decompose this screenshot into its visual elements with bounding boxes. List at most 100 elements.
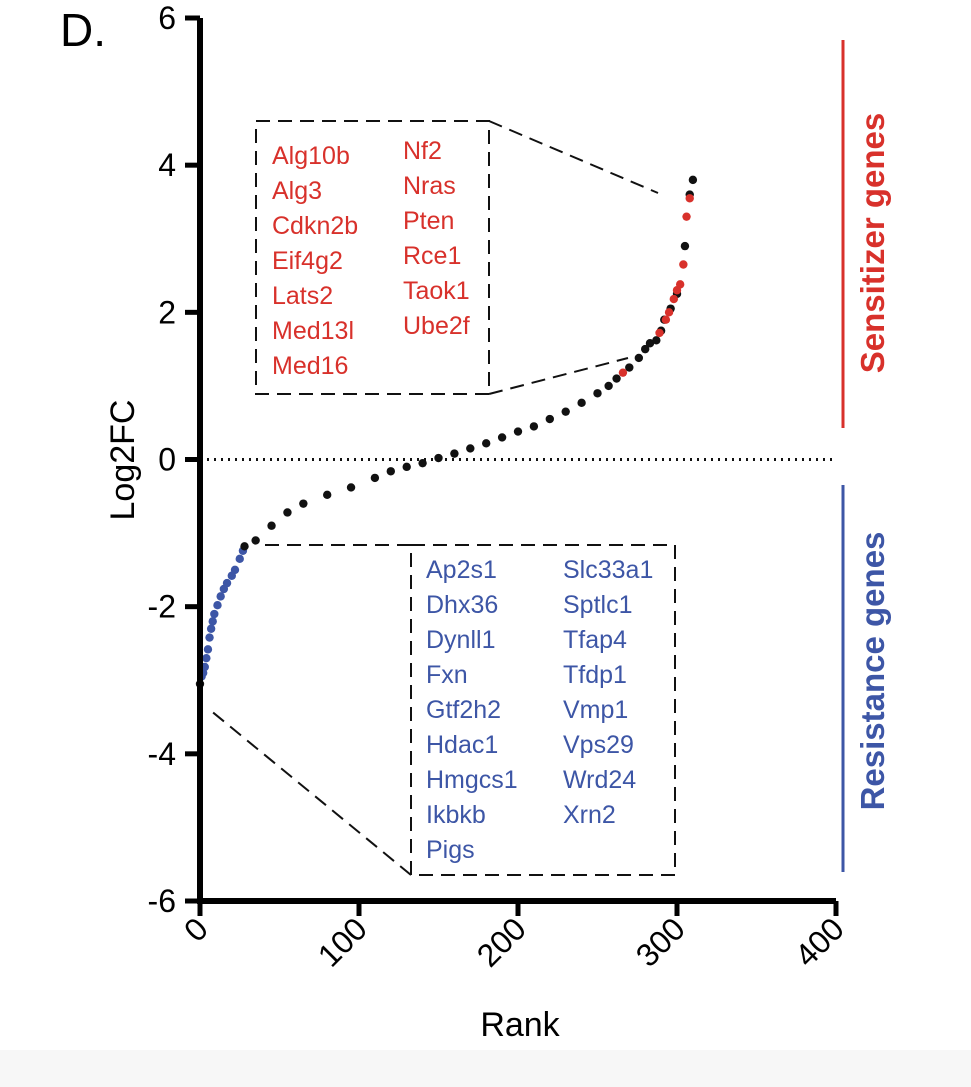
- y-tick-label: 6: [158, 0, 176, 36]
- resistance-gene-name: Xrn2: [563, 801, 616, 829]
- sensitizer-callout-line-bottom: [488, 357, 629, 395]
- data-point: [210, 609, 219, 619]
- sensitizer-gene-box: [255, 120, 490, 395]
- resistance-gene-name: Gtf2h2: [426, 696, 501, 724]
- axes: [185, 15, 845, 916]
- sensitizer-gene-name: Lats2: [272, 282, 333, 310]
- resistance-gene-name: Vmp1: [563, 696, 628, 724]
- sensitizer-gene-name: Ube2f: [403, 312, 470, 340]
- data-point: [680, 241, 690, 251]
- data-point: [655, 328, 664, 338]
- data-point: [386, 467, 395, 476]
- x-tick-label: 0: [177, 910, 215, 948]
- data-point: [213, 600, 222, 610]
- resistance-gene-name: Vps29: [563, 731, 634, 759]
- data-point: [685, 194, 694, 203]
- data-point: [513, 427, 523, 436]
- data-point: [577, 398, 586, 408]
- x-tick-label: 400: [788, 910, 851, 973]
- data-point: [206, 624, 216, 633]
- sensitizer-gene-name: Alg10b: [272, 142, 350, 170]
- resistance-gene-name: Hdac1: [426, 731, 498, 759]
- callout-lines: [209, 120, 676, 876]
- data-point: [682, 212, 691, 221]
- resistance-callout-line-bottom: [209, 709, 412, 876]
- resistance-genes-label: Resistance genes: [854, 532, 891, 811]
- data-point: [402, 462, 411, 472]
- resistance-gene-name: Pigs: [426, 836, 475, 864]
- data-point: [634, 353, 644, 363]
- data-point: [652, 336, 661, 345]
- data-point: [612, 374, 621, 383]
- sensitizer-gene-name: Taok1: [403, 277, 470, 305]
- data-point: [529, 422, 539, 431]
- data-point: [661, 315, 671, 324]
- x-tick-label: 100: [311, 910, 374, 973]
- x-axis-title: Rank: [480, 1006, 560, 1044]
- data-point: [679, 260, 688, 269]
- y-axis-title: Log2FC: [104, 400, 142, 521]
- data-point: [497, 433, 507, 442]
- data-points: [195, 175, 698, 689]
- data-point: [251, 536, 260, 545]
- data-point: [235, 554, 244, 564]
- data-point: [645, 339, 655, 348]
- sensitizer-gene-name: Nf2: [403, 137, 442, 165]
- data-point: [625, 363, 634, 372]
- resistance-gene-name: Hmgcs1: [426, 766, 518, 794]
- sensitizer-gene-name: Alg3: [272, 177, 322, 205]
- data-point: [641, 344, 650, 354]
- sensitizer-gene-name: Pten: [403, 207, 454, 235]
- data-point: [593, 389, 602, 398]
- sensitizer-gene-name: Rce1: [403, 242, 461, 270]
- sensitizer-callout-line-top: [488, 120, 659, 194]
- sensitizer-gene-name: Med16: [272, 352, 348, 380]
- data-point: [283, 508, 292, 517]
- data-point: [418, 458, 427, 468]
- resistance-gene-box: [410, 544, 676, 876]
- y-tick-label: 4: [158, 147, 176, 183]
- data-point: [323, 490, 332, 500]
- series-sensitizer-genes: [618, 194, 694, 377]
- data-point: [208, 617, 217, 626]
- panel-label: D.: [60, 4, 106, 56]
- resistance-gene-name: Slc33a1: [563, 556, 653, 584]
- data-point: [664, 308, 674, 317]
- sensitizer-gene-name: Eif4g2: [272, 247, 343, 275]
- sensitizer-gene-name: Med13l: [272, 317, 354, 345]
- data-point: [370, 473, 380, 483]
- sensitizer-genes-label: Sensitizer genes: [854, 113, 891, 373]
- sensitizer-gene-name: Nras: [403, 172, 456, 200]
- resistance-gene-name: Tfap4: [563, 626, 627, 654]
- data-point: [216, 592, 225, 601]
- resistance-gene-name: Tfdp1: [563, 661, 627, 689]
- bottom-margin: [0, 1050, 971, 1087]
- data-point: [202, 653, 211, 663]
- resistance-gene-name: Ap2s1: [426, 556, 497, 584]
- data-point: [688, 175, 698, 185]
- resistance-gene-name: Dhx36: [426, 591, 498, 619]
- resistance-gene-name: Ikbkb: [426, 801, 486, 829]
- y-tick-label: -6: [148, 883, 176, 919]
- series-resistance-genes: [197, 546, 248, 681]
- resistance-gene-name: Fxn: [426, 661, 468, 689]
- data-point: [450, 449, 459, 458]
- data-point: [618, 368, 628, 377]
- x-tick-label: 300: [629, 910, 692, 973]
- data-point: [482, 439, 491, 448]
- data-point: [675, 280, 685, 289]
- data-point: [604, 381, 613, 391]
- series-other-genes: [195, 175, 698, 689]
- resistance-gene-name: Wrd24: [563, 766, 636, 794]
- data-point: [203, 645, 213, 654]
- y-tick-label: 0: [158, 442, 176, 478]
- y-tick-label: -2: [148, 589, 176, 625]
- data-point: [545, 414, 554, 424]
- resistance-gene-name: Dynll1: [426, 626, 495, 654]
- y-tick-label: 2: [158, 294, 176, 330]
- data-point: [669, 294, 679, 304]
- data-point: [240, 542, 249, 551]
- y-tick-label: -4: [148, 736, 176, 772]
